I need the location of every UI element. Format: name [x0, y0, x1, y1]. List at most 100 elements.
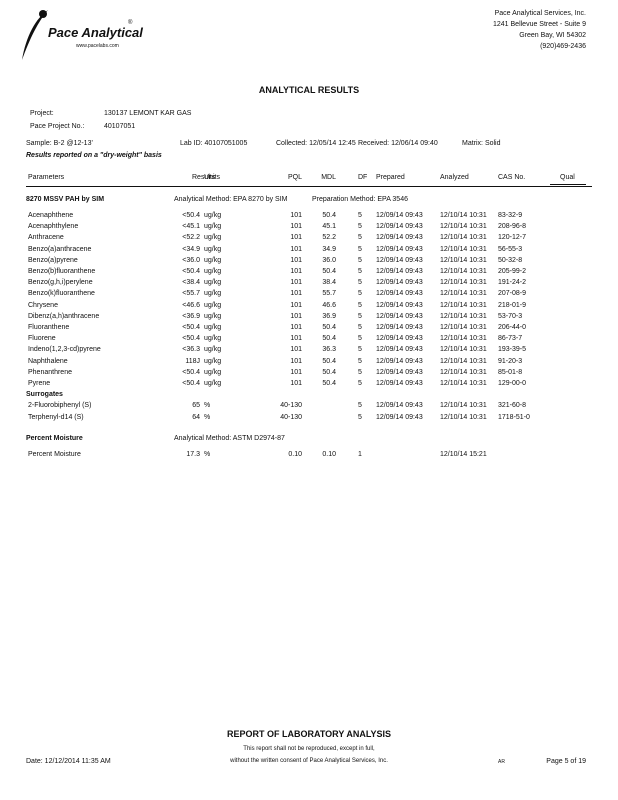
preparation-method: Preparation Method: EPA 3546 — [312, 196, 408, 203]
logo-swoosh — [22, 10, 48, 60]
cell-result: <52.2 — [182, 234, 200, 242]
cell-units: ug/kg — [204, 380, 222, 387]
cell-df: 5 — [358, 245, 362, 253]
column-header: Results — [192, 174, 216, 181]
cell-mdl: 50.4 — [322, 380, 336, 387]
cell-pql: 101 — [290, 290, 302, 298]
cell-prepared: 12/09/14 09:43 — [376, 234, 423, 242]
cell-result: <50.4 — [182, 324, 200, 331]
project-number-label: Pace Project No.: — [30, 123, 85, 130]
initials: AR — [498, 759, 505, 765]
cell-result: <50.4 — [182, 268, 200, 275]
subheading: Surrogates — [26, 391, 63, 399]
company-address: 1241 Bellevue Street - Suite 9 — [492, 21, 586, 28]
cell-result: 64 — [192, 413, 200, 421]
cell-cas: 53-70-3 — [498, 312, 523, 320]
cell-analyzed: 12/10/14 10:31 — [440, 212, 487, 219]
qual-underline — [550, 184, 586, 185]
cell-pql: 101 — [290, 279, 302, 287]
cell-pql: 101 — [290, 368, 302, 376]
company-phone: (920)469-2436 — [540, 43, 586, 50]
cell-pql: 101 — [290, 212, 302, 219]
cell-units: ug/kg — [204, 312, 222, 320]
column-header: MDL — [321, 174, 336, 181]
cell-units: ug/kg — [204, 368, 222, 376]
cell-prepared: 12/09/14 09:43 — [376, 380, 423, 387]
column-header: PQL — [287, 174, 302, 181]
cell-mdl: 34.9 — [322, 245, 336, 253]
cell-analyzed: 12/10/14 10:31 — [440, 357, 487, 365]
cell-mdl: 36.0 — [322, 256, 336, 264]
cell-units: ug/kg — [204, 256, 222, 264]
cell-pql: 101 — [290, 245, 302, 253]
footer-notice: without the written consent of Pace Anal… — [230, 758, 388, 764]
cell-units: ug/kg — [204, 234, 222, 242]
cell-cas: 207-08-9 — [498, 290, 527, 298]
cell-mdl: 50.4 — [322, 268, 336, 275]
cell-parameter: 2-Fluorobiphenyl (S) — [28, 402, 92, 410]
cell-parameter: Acenaphthylene — [28, 223, 79, 231]
cell-result: <50.4 — [182, 212, 200, 219]
cell-result: <45.1 — [182, 223, 200, 231]
cell-units: % — [204, 413, 211, 421]
cell-parameter: Benzo(k)fluoranthene — [28, 290, 95, 298]
logo: Pace Analytical — [48, 25, 143, 40]
cell-mdl: 50.4 — [322, 335, 336, 343]
cell-pql: 101 — [290, 256, 302, 264]
cell-df: 5 — [358, 380, 362, 387]
cell-units: ug/kg — [204, 268, 222, 275]
cell-analyzed: 12/10/14 10:31 — [440, 301, 487, 309]
cell-parameter: Acenaphthene — [28, 212, 74, 219]
cell-prepared: 12/09/14 09:43 — [376, 312, 423, 320]
cell-parameter: Dibenz(a,h)anthracene — [28, 312, 100, 320]
cell-parameter: Naphthalene — [28, 357, 68, 365]
lab-id: Lab ID: 40107051005 — [180, 140, 248, 147]
cell-pql: 101 — [290, 380, 302, 387]
cell-parameter: Fluoranthene — [28, 324, 70, 331]
cell-result: <38.4 — [182, 279, 200, 287]
cell-mdl: 0.10 — [322, 450, 336, 458]
project-label: Project: — [30, 110, 54, 117]
header-rule — [26, 186, 592, 187]
cell-parameter: Benzo(g,h,i)perylene — [28, 279, 93, 287]
cell-df: 5 — [358, 212, 362, 219]
cell-prepared: 12/09/14 09:43 — [376, 357, 423, 365]
cell-result: <50.4 — [182, 335, 200, 343]
cell-result: 65 — [192, 402, 200, 410]
cell-cas: 85-01-8 — [498, 368, 523, 376]
cell-cas: 50-32-8 — [498, 256, 523, 264]
cell-prepared: 12/09/14 09:43 — [376, 301, 423, 309]
cell-cas: 120-12-7 — [498, 234, 527, 242]
analytical-method: Analytical Method: ASTM D2974-87 — [174, 434, 285, 442]
cell-pql: 40-130 — [280, 402, 302, 410]
cell-parameter: Fluorene — [28, 335, 56, 343]
cell-df: 5 — [358, 413, 362, 421]
cell-mdl: 50.4 — [322, 324, 336, 331]
cell-analyzed: 12/10/14 10:31 — [440, 335, 487, 343]
cell-df: 5 — [358, 234, 362, 242]
cell-units: ug/kg — [204, 301, 222, 309]
cell-analyzed: 12/10/14 15:21 — [440, 450, 487, 458]
cell-cas: 218-01-9 — [498, 301, 527, 309]
cell-parameter: Benzo(a)anthracene — [28, 245, 92, 253]
cell-parameter: Pyrene — [28, 380, 51, 387]
cell-prepared: 12/09/14 09:43 — [376, 245, 423, 253]
received: Received: 12/06/14 09:40 — [358, 140, 438, 147]
cell-df: 5 — [358, 256, 362, 264]
cell-units: ug/kg — [204, 279, 222, 287]
cell-parameter: Percent Moisture — [28, 450, 81, 458]
collected: Collected: 12/05/14 12:45 — [276, 140, 356, 147]
project: 130137 LEMONT KAR GAS — [104, 110, 192, 117]
analytical-method: Analytical Method: EPA 8270 by SIM — [174, 196, 288, 203]
cell-pql: 101 — [290, 324, 302, 331]
cell-result: <34.9 — [182, 245, 200, 253]
section-title: Percent Moisture — [26, 434, 83, 442]
cell-parameter: Anthracene — [28, 234, 64, 242]
cell-cas: 83-32-9 — [498, 212, 523, 219]
report-title: ANALYTICAL RESULTS — [258, 85, 360, 95]
cell-prepared: 12/09/14 09:43 — [376, 256, 423, 264]
cell-parameter: Benzo(b)fluoranthene — [28, 268, 96, 275]
cell-prepared: 12/09/14 09:43 — [376, 279, 423, 287]
cell-result: <36.9 — [182, 312, 200, 320]
cell-parameter: Benzo(a)pyrene — [28, 256, 78, 264]
